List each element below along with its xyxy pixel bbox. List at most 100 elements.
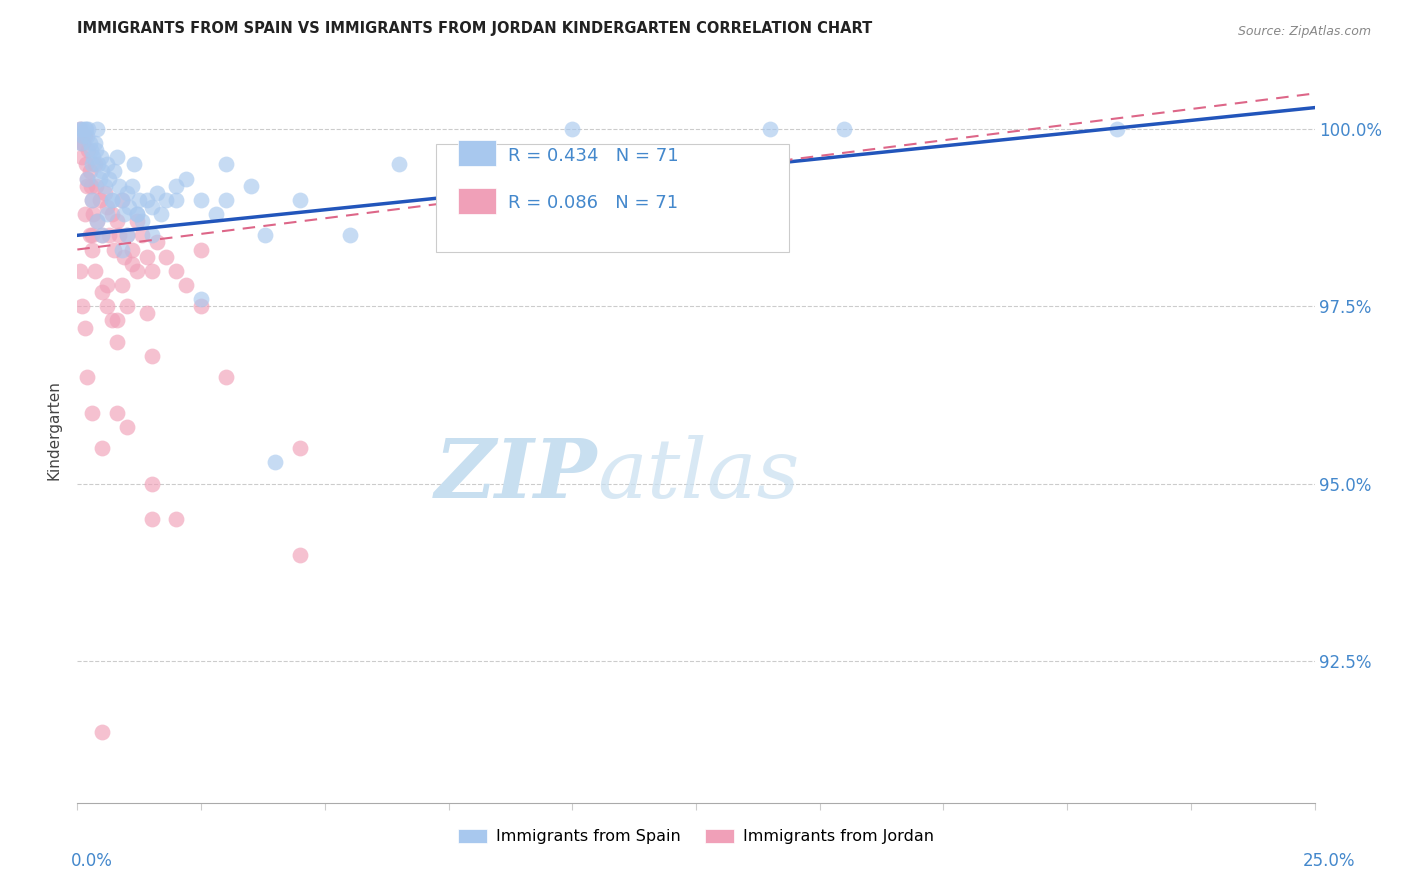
Point xyxy=(91,228,114,243)
Point xyxy=(174,171,197,186)
Point xyxy=(89,171,111,186)
Point xyxy=(215,370,238,384)
Text: Source: ZipAtlas.com: Source: ZipAtlas.com xyxy=(1237,25,1371,38)
Point xyxy=(141,228,163,243)
Point xyxy=(141,200,163,214)
Point xyxy=(190,243,212,257)
Text: ZIP: ZIP xyxy=(434,435,598,515)
FancyBboxPatch shape xyxy=(458,188,495,214)
Text: 0.0%: 0.0% xyxy=(70,852,112,870)
Y-axis label: Kindergarten: Kindergarten xyxy=(46,381,62,480)
Point xyxy=(288,441,311,455)
Point xyxy=(72,122,94,136)
Point xyxy=(388,157,411,171)
Point xyxy=(79,228,101,243)
Point xyxy=(155,250,177,264)
Point xyxy=(73,128,96,143)
Point xyxy=(288,548,311,562)
Point xyxy=(105,313,128,327)
Point xyxy=(91,285,114,299)
Point xyxy=(115,299,138,313)
Point xyxy=(87,157,110,171)
Point xyxy=(121,243,143,257)
Point xyxy=(105,214,128,228)
Point xyxy=(215,157,238,171)
Point xyxy=(190,292,212,306)
Point xyxy=(98,171,121,186)
Point xyxy=(84,178,107,193)
Point xyxy=(82,157,104,171)
Point xyxy=(96,277,118,292)
Point xyxy=(108,228,131,243)
Point xyxy=(80,143,103,157)
Point xyxy=(93,186,115,200)
Point xyxy=(70,136,93,150)
Point xyxy=(174,277,197,292)
Point xyxy=(73,320,96,334)
Point xyxy=(141,264,163,278)
Text: atlas: atlas xyxy=(598,435,800,515)
Point xyxy=(101,193,124,207)
Point xyxy=(339,228,361,243)
Point xyxy=(239,178,262,193)
Point xyxy=(82,150,104,164)
Point xyxy=(135,306,157,320)
Point xyxy=(84,143,107,157)
Point xyxy=(76,370,98,384)
Point xyxy=(83,264,105,278)
Point xyxy=(73,122,96,136)
Point xyxy=(536,193,558,207)
Point xyxy=(82,207,104,221)
Point xyxy=(93,178,115,193)
Point xyxy=(125,214,148,228)
Point xyxy=(103,243,125,257)
Point xyxy=(91,441,114,455)
Text: IMMIGRANTS FROM SPAIN VS IMMIGRANTS FROM JORDAN KINDERGARTEN CORRELATION CHART: IMMIGRANTS FROM SPAIN VS IMMIGRANTS FROM… xyxy=(77,21,873,36)
Point xyxy=(72,299,94,313)
Point xyxy=(73,207,96,221)
Point xyxy=(112,250,135,264)
Point xyxy=(76,171,98,186)
Point xyxy=(105,150,128,164)
Point xyxy=(86,122,108,136)
Point xyxy=(105,334,128,349)
Point xyxy=(254,228,277,243)
Point xyxy=(125,207,148,221)
Point xyxy=(79,164,101,178)
Text: R = 0.434   N = 71: R = 0.434 N = 71 xyxy=(508,147,679,165)
Point xyxy=(82,406,104,420)
Point xyxy=(89,193,111,207)
Point xyxy=(131,228,153,243)
Point xyxy=(125,207,148,221)
Text: R = 0.086   N = 71: R = 0.086 N = 71 xyxy=(508,194,678,212)
Point xyxy=(111,243,134,257)
Point xyxy=(82,193,104,207)
Point xyxy=(165,264,187,278)
Point xyxy=(75,157,97,171)
Point xyxy=(91,724,114,739)
Point xyxy=(190,299,212,313)
FancyBboxPatch shape xyxy=(436,144,789,252)
Point xyxy=(86,214,108,228)
Point xyxy=(96,200,118,214)
Point xyxy=(108,178,131,193)
Text: 25.0%: 25.0% xyxy=(1302,852,1355,870)
Point xyxy=(215,193,238,207)
Point xyxy=(135,193,157,207)
Point xyxy=(121,257,143,271)
Point xyxy=(83,157,105,171)
Point xyxy=(115,420,138,434)
Point xyxy=(82,228,104,243)
Point xyxy=(135,250,157,264)
Point xyxy=(70,136,93,150)
Point xyxy=(115,186,138,200)
Point xyxy=(131,214,153,228)
Point xyxy=(69,264,91,278)
Point xyxy=(111,193,134,207)
Point xyxy=(141,512,163,526)
Point xyxy=(145,186,167,200)
Point xyxy=(96,207,118,221)
Point xyxy=(165,178,187,193)
Point xyxy=(1105,122,1128,136)
Point xyxy=(80,178,103,193)
